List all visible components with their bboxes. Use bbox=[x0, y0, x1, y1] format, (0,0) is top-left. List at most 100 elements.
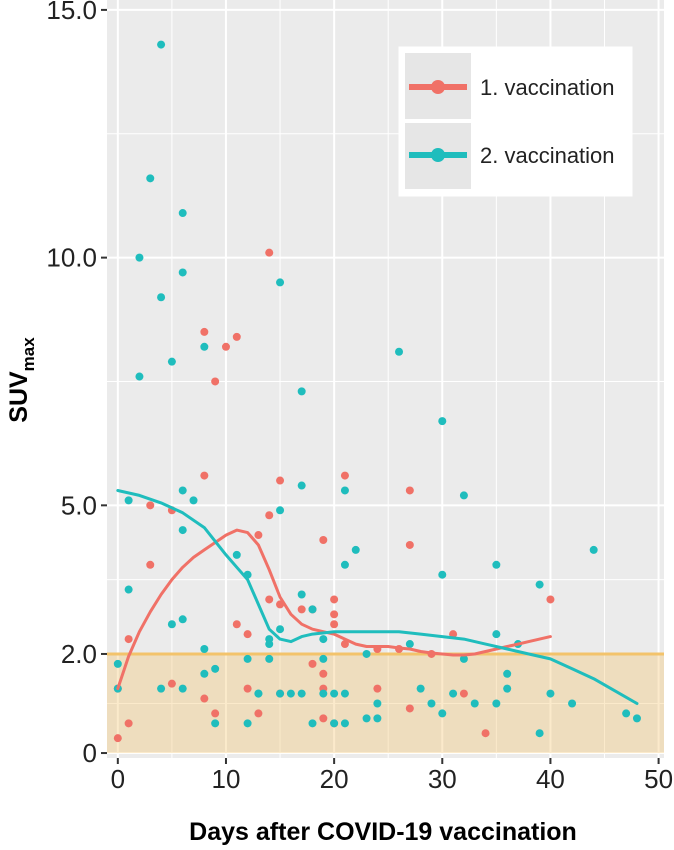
data-point-series-2 bbox=[546, 689, 555, 698]
data-point-series-2 bbox=[438, 417, 447, 426]
x-tick-label: 50 bbox=[644, 764, 673, 794]
data-point-series-1 bbox=[330, 620, 339, 629]
x-tick-label: 30 bbox=[428, 764, 457, 794]
threshold-band bbox=[107, 653, 664, 754]
data-point-series-2 bbox=[297, 689, 306, 698]
data-point-series-2 bbox=[243, 654, 252, 663]
data-point-series-2 bbox=[319, 689, 328, 698]
data-point-series-2 bbox=[362, 714, 371, 723]
x-tick-label: 20 bbox=[320, 764, 349, 794]
data-point-series-2 bbox=[157, 40, 166, 49]
y-axis-title-main: SUV bbox=[5, 371, 33, 423]
data-point-series-1 bbox=[297, 605, 306, 614]
data-point-series-2 bbox=[373, 714, 382, 723]
x-tick-label: 0 bbox=[111, 764, 125, 794]
data-point-series-1 bbox=[330, 610, 339, 619]
data-point-series-2 bbox=[330, 719, 339, 728]
data-point-series-2 bbox=[276, 278, 285, 287]
data-point-series-2 bbox=[503, 684, 512, 693]
data-point-series-1 bbox=[200, 471, 209, 480]
data-point-series-1 bbox=[200, 327, 209, 336]
data-point-series-2 bbox=[351, 545, 360, 554]
data-point-series-2 bbox=[178, 684, 187, 693]
data-point-series-1 bbox=[340, 471, 349, 480]
x-tick-label: 40 bbox=[536, 764, 565, 794]
data-point-series-2 bbox=[135, 372, 144, 381]
data-point-series-1 bbox=[405, 704, 414, 713]
data-point-series-1 bbox=[167, 679, 176, 688]
data-point-series-2 bbox=[276, 506, 285, 515]
data-point-series-1 bbox=[459, 689, 468, 698]
data-point-series-2 bbox=[535, 729, 544, 738]
data-point-series-2 bbox=[416, 684, 425, 693]
data-point-series-2 bbox=[124, 496, 133, 505]
data-point-series-1 bbox=[243, 630, 252, 639]
data-point-series-2 bbox=[178, 526, 187, 535]
data-point-series-1 bbox=[211, 377, 220, 386]
data-point-series-1 bbox=[243, 684, 252, 693]
data-point-series-2 bbox=[211, 719, 220, 728]
data-point-series-2 bbox=[178, 209, 187, 218]
y-tick-label: 10.0 bbox=[46, 243, 97, 273]
data-point-series-1 bbox=[124, 719, 133, 728]
trend-line-series-1 bbox=[116, 528, 552, 691]
data-point-series-2 bbox=[276, 689, 285, 698]
data-point-series-2 bbox=[178, 615, 187, 624]
data-point-series-1 bbox=[340, 640, 349, 649]
data-point-series-2 bbox=[297, 387, 306, 396]
data-point-series-2 bbox=[459, 654, 468, 663]
data-point-series-2 bbox=[449, 689, 458, 698]
data-point-series-2 bbox=[178, 486, 187, 495]
data-point-series-1 bbox=[405, 486, 414, 495]
data-point-series-1 bbox=[481, 729, 490, 738]
grid-major bbox=[107, 0, 664, 758]
data-point-series-2 bbox=[503, 669, 512, 678]
data-point-series-2 bbox=[340, 689, 349, 698]
data-point-series-2 bbox=[178, 268, 187, 277]
data-point-series-2 bbox=[211, 664, 220, 673]
data-point-series-2 bbox=[492, 560, 501, 569]
data-point-series-1 bbox=[308, 659, 317, 668]
data-point-series-2 bbox=[200, 645, 209, 654]
data-point-series-2 bbox=[297, 590, 306, 599]
legend-key-dot-2 bbox=[431, 148, 445, 162]
data-point-series-2 bbox=[113, 659, 122, 668]
data-point-series-2 bbox=[492, 630, 501, 639]
legend-label-1: 1. vaccination bbox=[480, 75, 615, 100]
data-point-series-1 bbox=[254, 709, 263, 718]
y-tick-label: 2.0 bbox=[61, 639, 97, 669]
data-point-series-2 bbox=[632, 714, 641, 723]
data-point-series-2 bbox=[124, 585, 133, 594]
data-point-series-2 bbox=[200, 342, 209, 351]
data-point-series-1 bbox=[405, 540, 414, 549]
data-point-series-2 bbox=[265, 640, 274, 649]
data-point-series-2 bbox=[167, 620, 176, 629]
data-point-series-1 bbox=[232, 620, 241, 629]
legend: 1. vaccination 2. vaccination bbox=[398, 46, 633, 197]
data-point-series-2 bbox=[568, 699, 577, 708]
y-axis-title: SUVmax bbox=[5, 337, 38, 423]
data-point-series-1 bbox=[232, 332, 241, 341]
y-axis-title-sub: max bbox=[19, 337, 38, 372]
data-point-series-2 bbox=[319, 635, 328, 644]
data-point-series-2 bbox=[492, 699, 501, 708]
data-point-series-1 bbox=[221, 342, 230, 351]
data-point-series-2 bbox=[157, 684, 166, 693]
data-point-series-1 bbox=[200, 694, 209, 703]
data-point-series-2 bbox=[308, 719, 317, 728]
data-point-series-2 bbox=[405, 640, 414, 649]
x-axis-ticks: 0 10 20 30 40 50 bbox=[111, 758, 673, 794]
data-point-series-2 bbox=[438, 709, 447, 718]
data-point-series-2 bbox=[276, 625, 285, 634]
data-point-series-2 bbox=[232, 550, 241, 559]
data-point-series-2 bbox=[373, 699, 382, 708]
data-point-series-1 bbox=[146, 501, 155, 510]
data-point-series-2 bbox=[157, 293, 166, 302]
data-point-series-2 bbox=[470, 699, 479, 708]
data-point-series-2 bbox=[243, 719, 252, 728]
points-layer bbox=[113, 40, 641, 743]
data-point-series-1 bbox=[319, 714, 328, 723]
data-point-series-1 bbox=[330, 595, 339, 604]
y-tick-label: 5.0 bbox=[61, 490, 97, 520]
